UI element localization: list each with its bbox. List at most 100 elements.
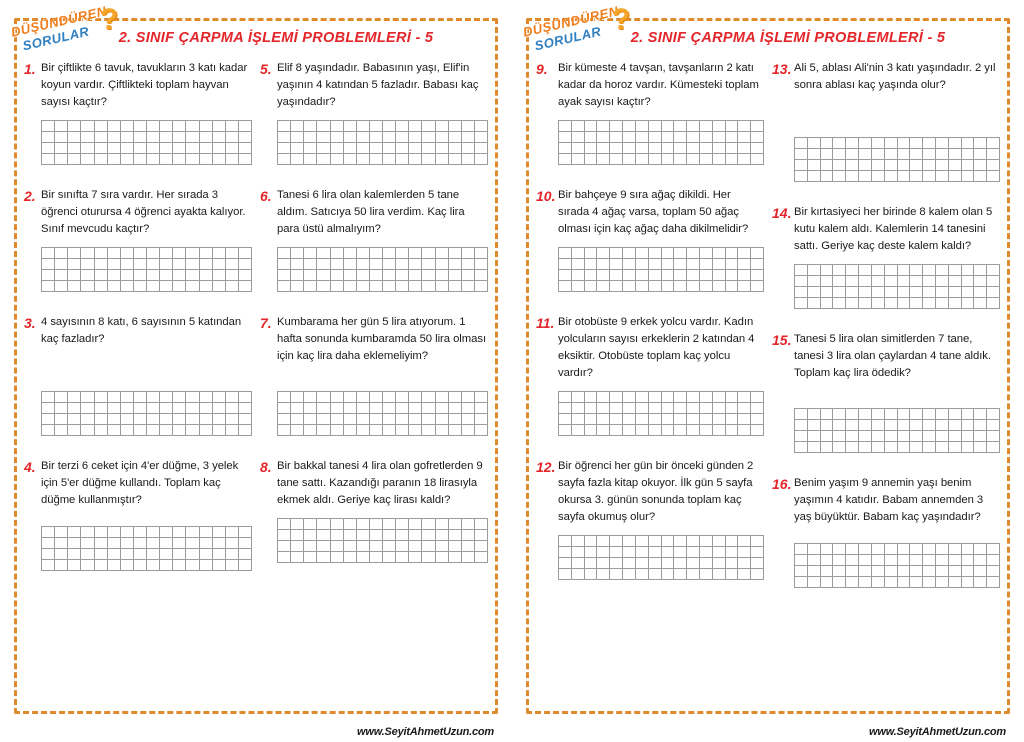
answer-grid-cell[interactable] (212, 392, 226, 403)
answer-grid-cell[interactable] (871, 442, 885, 453)
answer-grid-cell[interactable] (383, 552, 397, 563)
answer-grid-cell[interactable] (369, 121, 383, 132)
answer-grid-cell[interactable] (674, 281, 688, 292)
answer-grid-cell[interactable] (120, 414, 134, 425)
answer-grid-cell[interactable] (674, 403, 688, 414)
answer-grid-cell[interactable] (133, 121, 147, 132)
answer-grid-cell[interactable] (461, 530, 475, 541)
answer-grid-cell[interactable] (409, 270, 423, 281)
answer-grid-cell[interactable] (435, 132, 449, 143)
answer-grid-cell[interactable] (317, 248, 331, 259)
answer-grid-cell[interactable] (859, 276, 872, 287)
answer-grid-cell[interactable] (833, 171, 847, 182)
answer-grid-cell[interactable] (820, 566, 834, 577)
answer-grid-cell[interactable] (712, 536, 726, 547)
answer-grid-cell[interactable] (699, 281, 713, 292)
answer-grid-cell[interactable] (559, 132, 572, 143)
answer-grid-cell[interactable] (846, 149, 860, 160)
answer-grid-cell[interactable] (923, 298, 936, 309)
answer-grid-cell[interactable] (974, 420, 988, 431)
answer-grid[interactable] (558, 391, 764, 436)
answer-grid-cell[interactable] (461, 519, 475, 530)
answer-grid-cell[interactable] (147, 248, 161, 259)
answer-grid-cell[interactable] (846, 420, 860, 431)
answer-grid-cell[interactable] (94, 270, 108, 281)
answer-grid-cell[interactable] (147, 403, 161, 414)
answer-grid-cell[interactable] (795, 409, 808, 420)
answer-grid-cell[interactable] (120, 392, 134, 403)
answer-grid-cell[interactable] (795, 265, 808, 276)
answer-grid-cell[interactable] (910, 566, 924, 577)
answer-grid-cell[interactable] (699, 547, 713, 558)
answer-grid-cell[interactable] (884, 265, 898, 276)
answer-grid-cell[interactable] (147, 560, 161, 571)
answer-grid-cell[interactable] (186, 121, 200, 132)
answer-grid-cell[interactable] (461, 259, 475, 270)
answer-grid-cell[interactable] (597, 248, 611, 259)
answer-grid-cell[interactable] (68, 143, 82, 154)
answer-grid-cell[interactable] (987, 265, 1000, 276)
answer-grid-cell[interactable] (474, 270, 488, 281)
answer-grid-cell[interactable] (584, 425, 598, 436)
answer-grid-cell[interactable] (238, 560, 252, 571)
answer-grid-cell[interactable] (225, 560, 239, 571)
answer-grid-cell[interactable] (330, 121, 344, 132)
answer-grid-cell[interactable] (160, 259, 174, 270)
answer-grid-cell[interactable] (409, 154, 423, 165)
answer-grid-cell[interactable] (461, 143, 475, 154)
answer-grid-cell[interactable] (974, 577, 988, 588)
answer-grid-cell[interactable] (725, 248, 739, 259)
answer-grid-cell[interactable] (987, 577, 1000, 588)
answer-grid-cell[interactable] (597, 403, 611, 414)
answer-grid-cell[interactable] (304, 132, 318, 143)
answer-grid-cell[interactable] (304, 552, 318, 563)
answer-grid-cell[interactable] (474, 281, 488, 292)
answer-grid-cell[interactable] (81, 538, 95, 549)
answer-grid-cell[interactable] (422, 132, 436, 143)
answer-grid-cell[interactable] (461, 392, 475, 403)
answer-grid-cell[interactable] (435, 414, 449, 425)
answer-grid-cell[interactable] (948, 442, 962, 453)
answer-grid-cell[interactable] (935, 420, 949, 431)
answer-grid-cell[interactable] (147, 154, 161, 165)
answer-grid-cell[interactable] (383, 143, 397, 154)
answer-grid-cell[interactable] (923, 287, 936, 298)
answer-grid-cell[interactable] (738, 143, 752, 154)
answer-grid-cell[interactable] (461, 248, 475, 259)
answer-grid-cell[interactable] (173, 538, 187, 549)
answer-grid-cell[interactable] (81, 527, 95, 538)
answer-grid-cell[interactable] (396, 552, 410, 563)
answer-grid-cell[interactable] (173, 414, 187, 425)
answer-grid-cell[interactable] (278, 519, 292, 530)
answer-grid-cell[interactable] (935, 409, 949, 420)
answer-grid-cell[interactable] (871, 409, 885, 420)
answer-grid-cell[interactable] (343, 403, 357, 414)
answer-grid-cell[interactable] (987, 160, 1000, 171)
answer-grid-cell[interactable] (674, 392, 688, 403)
answer-grid-cell[interactable] (751, 132, 764, 143)
answer-grid-cell[interactable] (68, 121, 82, 132)
answer-grid-cell[interactable] (435, 403, 449, 414)
answer-grid-cell[interactable] (846, 442, 860, 453)
answer-grid-cell[interactable] (435, 541, 449, 552)
answer-grid-cell[interactable] (674, 143, 688, 154)
answer-grid[interactable] (794, 408, 1000, 453)
answer-grid-cell[interactable] (948, 160, 962, 171)
answer-grid-cell[interactable] (107, 538, 121, 549)
answer-grid-cell[interactable] (871, 566, 885, 577)
answer-grid-cell[interactable] (422, 143, 436, 154)
answer-grid-cell[interactable] (635, 121, 649, 132)
answer-grid-cell[interactable] (343, 259, 357, 270)
answer-grid-cell[interactable] (55, 560, 69, 571)
answer-grid-cell[interactable] (571, 259, 585, 270)
answer-grid-cell[interactable] (396, 121, 410, 132)
answer-grid-cell[interactable] (147, 425, 161, 436)
answer-grid-cell[interactable] (199, 538, 213, 549)
answer-grid-cell[interactable] (356, 552, 370, 563)
answer-grid-cell[interactable] (383, 403, 397, 414)
answer-grid-cell[interactable] (648, 121, 662, 132)
answer-grid-cell[interactable] (610, 281, 624, 292)
answer-grid-cell[interactable] (409, 530, 423, 541)
answer-grid-cell[interactable] (186, 538, 200, 549)
answer-grid-cell[interactable] (859, 566, 872, 577)
